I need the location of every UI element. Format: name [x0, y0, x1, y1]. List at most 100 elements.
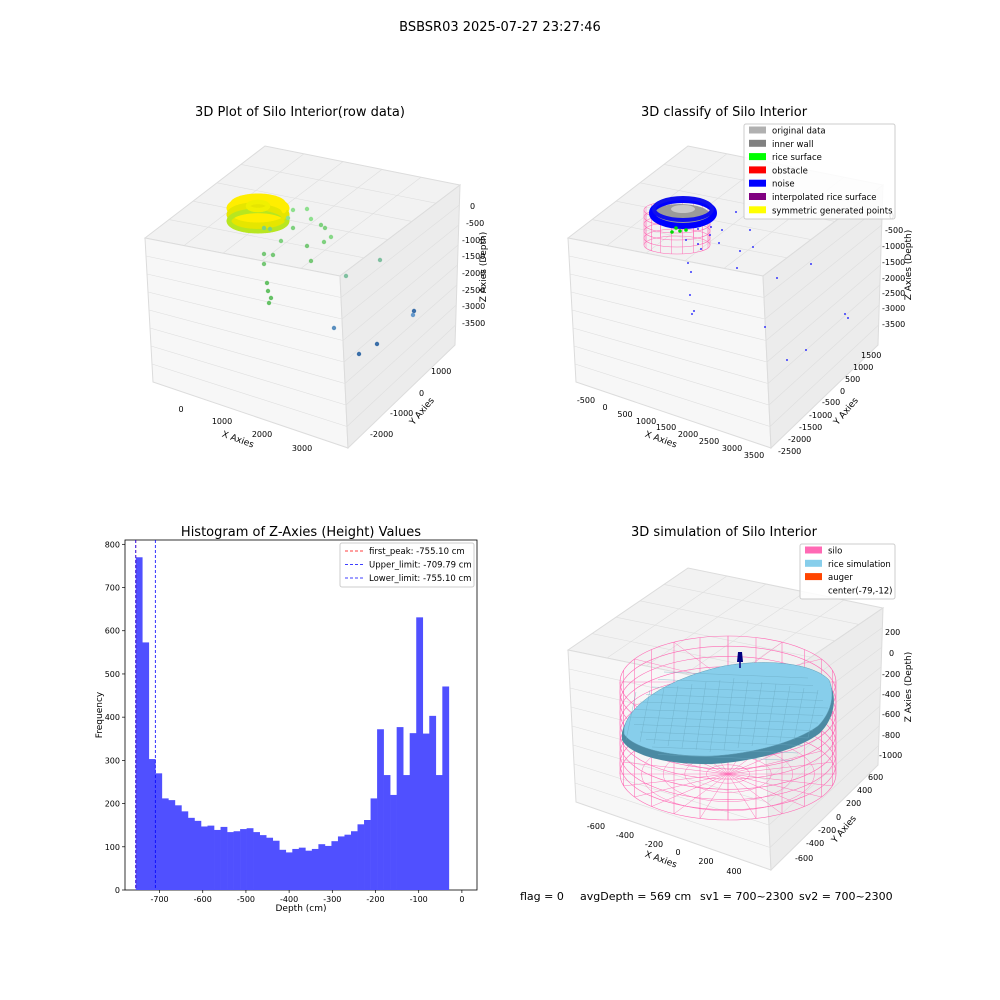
gridline — [568, 255, 765, 298]
histogram-bar — [311, 848, 319, 890]
gridline — [344, 284, 458, 384]
gridline — [574, 363, 771, 427]
simulation-z-tick: -600 — [882, 710, 900, 719]
legend-swatch — [749, 153, 766, 161]
histogram-bar — [148, 759, 156, 890]
histogram-bar — [233, 831, 241, 890]
data-point — [270, 252, 276, 258]
y-tick-label: 400 — [105, 713, 120, 722]
noise-point — [690, 271, 692, 273]
footer-flag: flag = 0 — [520, 890, 564, 903]
simulation-x-tick: -200 — [645, 840, 663, 849]
simulation-z-tick: 200 — [885, 628, 900, 637]
histogram-bar — [194, 820, 202, 890]
surface-mesh-line — [663, 671, 809, 679]
gridline — [341, 224, 459, 320]
simulation-rice-surface — [622, 662, 834, 765]
silo-wire-spoke — [727, 750, 822, 775]
x-tick-label: 0 — [459, 895, 464, 904]
noise-point — [735, 211, 737, 213]
gridline — [766, 264, 881, 363]
raw-z-tick: -1000 — [462, 236, 485, 245]
histogram-bar — [357, 824, 365, 890]
footer-avg-depth: avgDepth = 569 cm — [580, 890, 691, 903]
gridline — [192, 200, 389, 240]
simulation-z-tick: -1000 — [879, 751, 902, 760]
noise-point — [752, 246, 754, 248]
gridline — [345, 304, 457, 406]
noise-points — [652, 196, 714, 222]
noise-point — [700, 248, 702, 250]
histogram-bar — [285, 852, 293, 890]
noise-point — [710, 226, 712, 228]
noise-point — [689, 294, 691, 296]
surface-mesh-line — [625, 691, 637, 741]
noise-point — [776, 277, 778, 279]
data-point — [281, 214, 287, 220]
silo-wire-spoke — [699, 773, 729, 819]
legend-label: auger — [828, 573, 853, 583]
data-point — [281, 208, 287, 214]
gridline — [340, 204, 460, 298]
gridline — [606, 575, 728, 659]
simulation-y-tick: -400 — [806, 839, 824, 848]
silo-wire-spoke — [673, 773, 729, 814]
silo-wire-spoke — [727, 773, 757, 819]
noise-point — [847, 317, 849, 319]
surface-mesh-line — [737, 679, 749, 749]
simulation-z-ticks: 200 0 -200 -400 -600 -800 -1000 — [879, 628, 902, 760]
histogram-bar — [324, 845, 332, 890]
data-point — [356, 351, 362, 357]
gridline — [572, 327, 769, 384]
simulation-x-tick: 400 — [726, 867, 741, 876]
histogram-bar — [246, 828, 254, 890]
surface-mesh-line — [695, 681, 707, 751]
surface-mesh-line — [807, 689, 819, 739]
data-point — [264, 280, 270, 286]
histogram-bar — [181, 811, 189, 890]
data-point — [284, 211, 290, 217]
gridline — [572, 744, 769, 803]
legend-label: noise — [772, 180, 795, 190]
simulation-y-tick: 400 — [857, 786, 872, 795]
gridline — [574, 782, 771, 848]
surface-mesh-line — [651, 686, 819, 694]
noise-point — [685, 239, 687, 241]
raw-y-tick: 0 — [419, 389, 424, 398]
gridline — [769, 324, 879, 427]
raw-z-tick: -1500 — [462, 252, 485, 261]
legend-swatch — [749, 206, 766, 214]
silo-wire-spoke — [727, 773, 783, 814]
raw-y-tick: 1000 — [431, 367, 451, 376]
histogram-legend: first_peak: -755.10 cm Upper_limit: -709.… — [339, 542, 475, 588]
silo-wire-spoke — [727, 773, 805, 807]
simulation-3d-plot: 3D simulation of Silo Interior -600 -400… — [566, 525, 914, 876]
classify-plot-title: 3D classify of Silo Interior — [641, 105, 808, 120]
classify-y-tick: 1000 — [853, 363, 873, 372]
gridline — [663, 584, 860, 625]
y-tick-label: 700 — [105, 584, 120, 593]
surface-mesh-line — [681, 683, 693, 749]
x-tick-label: -300 — [323, 895, 341, 904]
classify-y-ticks: -2500 -2000 -1500 -1000 -500 0 500 1000 … — [778, 351, 881, 456]
classify-x-tick: 1500 — [656, 423, 676, 432]
raw-z-tick: -2000 — [462, 269, 485, 278]
gridline — [765, 244, 882, 341]
histogram-bar — [383, 775, 391, 890]
gridline — [764, 224, 882, 320]
surface-mesh-line — [709, 679, 721, 753]
gridline — [343, 264, 458, 363]
footer-stats: flag = 0 avgDepth = 569 cm sv1 = 700~230… — [520, 890, 893, 903]
simulation-z-tick: 0 — [889, 649, 894, 658]
histogram-bar — [351, 831, 358, 890]
data-point — [308, 216, 314, 222]
silo-wire-spoke — [727, 773, 822, 798]
gridline — [645, 583, 767, 667]
classify-z-tick: -500 — [885, 226, 903, 235]
data-point — [328, 234, 334, 240]
noise-point — [810, 263, 812, 265]
data-point — [321, 239, 327, 245]
raw-x-tick: 2000 — [252, 430, 272, 439]
legend-swatch — [749, 166, 766, 174]
histogram-bar — [227, 832, 234, 890]
